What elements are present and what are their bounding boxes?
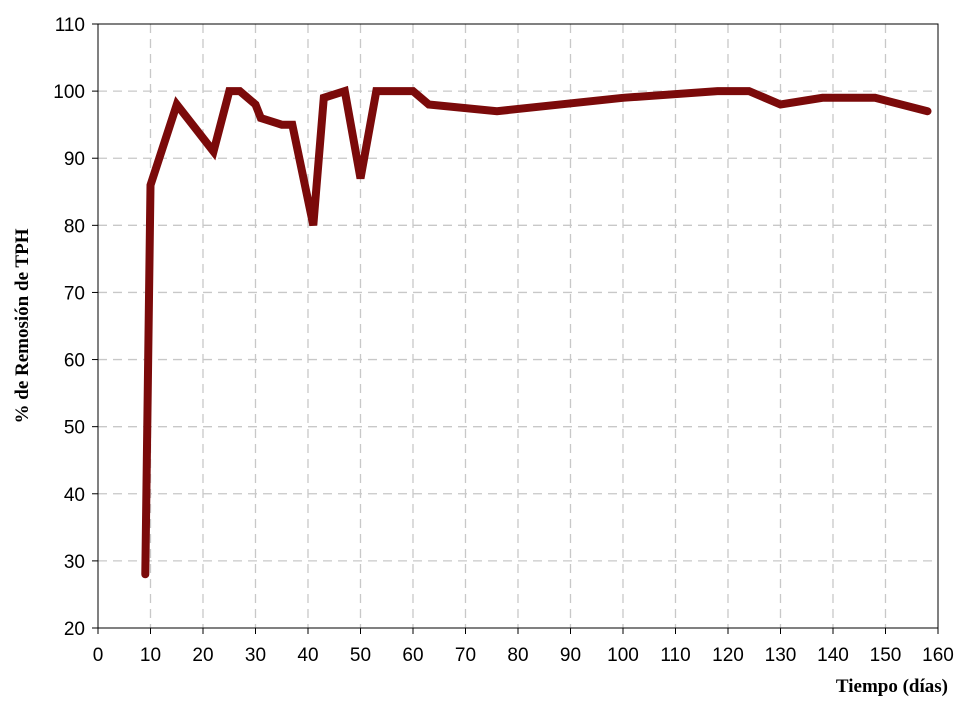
x-tick-label: 120 xyxy=(712,645,744,666)
x-tick-label: 70 xyxy=(455,645,476,666)
tick-labels: 0 10 20 30 40 50 60 70 80 90 100 110 120 130 140 150 160… xyxy=(53,15,954,666)
x-axis-title: Tiempo (días) xyxy=(836,676,948,697)
x-tick-label: 160 xyxy=(922,645,954,666)
x-tick-label: 20 xyxy=(192,645,213,666)
y-tick-label: 20 xyxy=(64,619,85,640)
y-tick-label: 60 xyxy=(64,351,85,372)
x-tick-label: 40 xyxy=(297,645,318,666)
y-tick-label: 70 xyxy=(64,283,85,304)
x-tick-label: 130 xyxy=(765,645,797,666)
x-tick-label: 140 xyxy=(817,645,849,666)
y-tick-label: 80 xyxy=(64,216,85,237)
x-tick-label: 100 xyxy=(607,645,639,666)
series-layer xyxy=(141,85,932,579)
x-tick-label: 30 xyxy=(245,645,266,666)
grid xyxy=(98,24,938,628)
x-tick-label: 10 xyxy=(140,645,161,666)
y-tick-label: 30 xyxy=(64,552,85,573)
x-tick-label: 80 xyxy=(507,645,528,666)
x-tick-label: 110 xyxy=(660,645,690,666)
y-tick-label: 50 xyxy=(64,418,85,439)
x-tick-label: 90 xyxy=(560,645,581,666)
x-tick-label: 150 xyxy=(870,645,902,666)
x-tick-label: 60 xyxy=(402,645,423,666)
y-tick-label: 90 xyxy=(64,149,85,170)
x-tick-label: 0 xyxy=(93,645,104,666)
y-tick-label: 110 xyxy=(55,15,85,36)
x-tick-label: 50 xyxy=(350,645,371,666)
y-axis-title: % de Remosión de TPH xyxy=(12,228,33,423)
series-line xyxy=(141,85,932,579)
axis-ticks xyxy=(92,23,939,634)
y-tick-label: 100 xyxy=(53,82,85,103)
y-tick-label: 40 xyxy=(64,485,85,506)
